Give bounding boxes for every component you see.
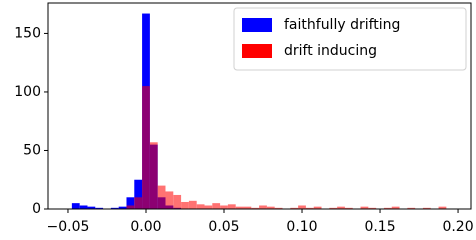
legend-swatch bbox=[242, 44, 272, 58]
x-tick-label: 0.10 bbox=[286, 219, 317, 235]
bar bbox=[422, 207, 431, 209]
x-tick-label: 0.20 bbox=[442, 219, 473, 235]
bar bbox=[79, 205, 88, 209]
legend-swatch bbox=[242, 18, 272, 32]
bar bbox=[126, 205, 135, 209]
bar bbox=[407, 207, 416, 209]
legend-label: drift inducing bbox=[284, 43, 377, 59]
bar bbox=[235, 206, 244, 209]
y-tick-label: 50 bbox=[23, 142, 41, 158]
bar bbox=[337, 206, 345, 209]
bar bbox=[71, 203, 80, 209]
bar bbox=[290, 207, 299, 209]
bar bbox=[157, 185, 166, 209]
bar bbox=[87, 206, 96, 209]
bar bbox=[188, 200, 197, 209]
x-tick-label: −0.05 bbox=[47, 219, 90, 235]
bar bbox=[110, 207, 119, 209]
bar bbox=[196, 204, 205, 209]
bar bbox=[181, 201, 189, 209]
x-tick-label: 0.05 bbox=[208, 219, 239, 235]
series bbox=[71, 13, 182, 210]
bar bbox=[438, 206, 447, 209]
axes-frame bbox=[47, 2, 472, 210]
y-tick-label: 0 bbox=[32, 201, 41, 217]
bar bbox=[118, 206, 127, 209]
bar bbox=[227, 204, 236, 209]
bar bbox=[266, 206, 275, 209]
legend bbox=[233, 7, 467, 71]
bar bbox=[204, 205, 213, 209]
bar bbox=[95, 207, 104, 209]
legend-label: faithfully drifting bbox=[284, 17, 400, 33]
bar bbox=[173, 194, 182, 209]
bar bbox=[329, 207, 338, 209]
x-tick-label: 0.15 bbox=[364, 219, 395, 235]
bar bbox=[220, 205, 228, 209]
y-tick-label: 150 bbox=[14, 25, 41, 41]
bar bbox=[360, 206, 369, 209]
bar bbox=[274, 207, 283, 209]
bar bbox=[126, 197, 135, 209]
bar bbox=[251, 207, 260, 209]
bar bbox=[259, 205, 267, 209]
bar bbox=[243, 206, 252, 209]
bar bbox=[134, 179, 143, 209]
y-tick-label: 100 bbox=[14, 84, 41, 100]
bar bbox=[383, 207, 392, 209]
bar bbox=[344, 207, 353, 209]
bar bbox=[305, 207, 314, 209]
bar bbox=[212, 203, 221, 209]
bar bbox=[149, 142, 158, 209]
bar bbox=[142, 86, 150, 209]
bar bbox=[165, 191, 174, 209]
bar bbox=[313, 206, 322, 209]
bar bbox=[134, 197, 143, 209]
series bbox=[126, 86, 447, 209]
bar bbox=[368, 207, 377, 209]
bar bbox=[298, 205, 306, 209]
bar bbox=[391, 206, 400, 209]
x-tick-label: 0.00 bbox=[130, 219, 161, 235]
